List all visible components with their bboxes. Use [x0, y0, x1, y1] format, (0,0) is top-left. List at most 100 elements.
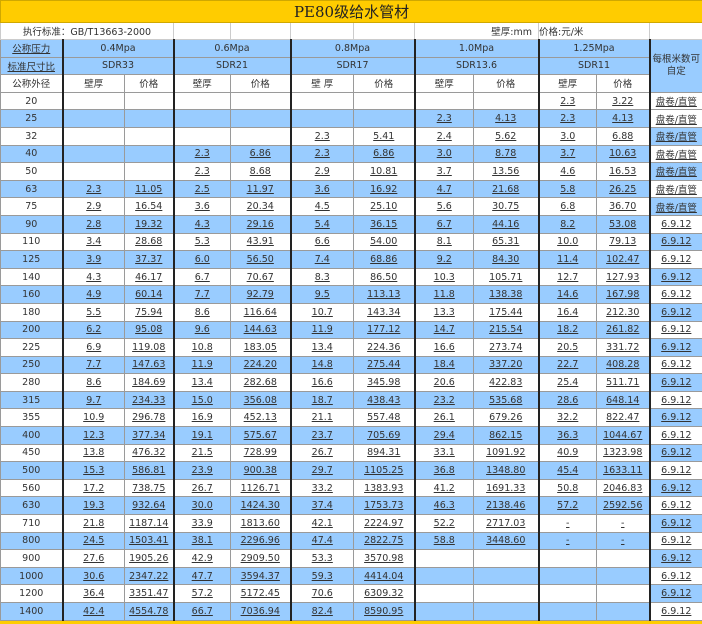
price-cell: 648.14: [597, 391, 650, 409]
price-cell: [125, 92, 174, 110]
wall-cell: 25.4: [539, 374, 597, 392]
price-cell: 894.31: [354, 444, 415, 462]
price-cell: 68.86: [354, 251, 415, 269]
price-cell: 56.50: [231, 251, 291, 269]
wall-unit-note: 壁厚:mm: [415, 23, 539, 40]
length-cell: 6.9.12: [650, 286, 702, 304]
price-cell: 422.83: [474, 374, 539, 392]
price-cell: 11.97: [231, 180, 291, 198]
wall-cell: 26.7: [174, 479, 231, 497]
length-cell: 6.9.12: [650, 303, 702, 321]
price-cell: 8.78: [474, 145, 539, 163]
od-cell: 225: [1, 339, 63, 357]
wall-cell: 3.9: [63, 251, 125, 269]
price-cell: 3594.37: [231, 567, 291, 585]
wall-cell: 42.4: [63, 603, 125, 621]
empty-cell: [231, 23, 291, 40]
wall-cell: 30.6: [63, 567, 125, 585]
wall-cell: 8.6: [63, 374, 125, 392]
od-cell: 800: [1, 532, 63, 550]
wall-cell: 21.1: [291, 409, 354, 427]
price-cell: 2592.56: [597, 497, 650, 515]
price-cell: [474, 603, 539, 621]
price-cell: 44.16: [474, 215, 539, 233]
wall-cell: [415, 603, 474, 621]
price-cell: 167.98: [597, 286, 650, 304]
price-cell: [231, 127, 291, 145]
wall-cell: 16.9: [174, 409, 231, 427]
od-cell: 450: [1, 444, 63, 462]
price-cell: [474, 550, 539, 568]
sdr-0: SDR33: [63, 57, 174, 75]
price-cell: 2138.46: [474, 497, 539, 515]
wall-cell: 3.7: [415, 163, 474, 181]
wall-header: 壁厚: [63, 75, 125, 93]
od-cell: 63: [1, 180, 63, 198]
price-cell: 2046.83: [597, 479, 650, 497]
wall-cell: 57.2: [174, 585, 231, 603]
od-cell: 110: [1, 233, 63, 251]
price-cell: 215.54: [474, 321, 539, 339]
length-cell: 6.9.12: [650, 532, 702, 550]
wall-cell: 2.8: [63, 215, 125, 233]
length-cell: 6.9.12: [650, 215, 702, 233]
wall-cell: 37.4: [291, 497, 354, 515]
price-cell: [231, 92, 291, 110]
wall-cell: 41.2: [415, 479, 474, 497]
length-cell: 6.9.12: [650, 585, 702, 603]
wall-cell: 32.2: [539, 409, 597, 427]
wall-cell: [415, 585, 474, 603]
price-cell: 119.08: [125, 339, 174, 357]
length-cell: 盘卷/直管: [650, 127, 702, 145]
wall-cell: 10.8: [174, 339, 231, 357]
od-cell: 630: [1, 497, 63, 515]
wall-cell: 33.9: [174, 515, 231, 533]
wall-cell: [63, 110, 125, 128]
wall-cell: 33.1: [415, 444, 474, 462]
price-cell: 6.86: [354, 145, 415, 163]
price-cell: 575.67: [231, 427, 291, 445]
price-cell: 535.68: [474, 391, 539, 409]
wall-cell: 13.3: [415, 303, 474, 321]
wall-cell: 58.8: [415, 532, 474, 550]
wall-cell: 10.9: [63, 409, 125, 427]
wall-cell: 18.4: [415, 356, 474, 374]
price-cell: 345.98: [354, 374, 415, 392]
price-cell: 3.22: [597, 92, 650, 110]
wall-cell: 20.6: [415, 374, 474, 392]
price-cell: 16.53: [597, 163, 650, 181]
wall-cell: 3.4: [63, 233, 125, 251]
length-cell: 6.9.12: [650, 567, 702, 585]
price-cell: 5.41: [354, 127, 415, 145]
wall-cell: 2.3: [539, 92, 597, 110]
price-cell: 43.91: [231, 233, 291, 251]
price-cell: 25.10: [354, 198, 415, 216]
od-cell: 140: [1, 268, 63, 286]
wall-cell: 36.4: [63, 585, 125, 603]
wall-cell: 14.8: [291, 356, 354, 374]
price-cell: 144.63: [231, 321, 291, 339]
wall-cell: 59.3: [291, 567, 354, 585]
price-cell: 26.25: [597, 180, 650, 198]
price-cell: 296.78: [125, 409, 174, 427]
price-cell: 10.81: [354, 163, 415, 181]
wall-cell: 4.3: [63, 268, 125, 286]
price-cell: 10.63: [597, 145, 650, 163]
price-cell: [474, 585, 539, 603]
wall-cell: -: [539, 515, 597, 533]
length-cell: 6.9.12: [650, 374, 702, 392]
wall-cell: 12.3: [63, 427, 125, 445]
wall-cell: 5.3: [174, 233, 231, 251]
price-cell: 6.88: [597, 127, 650, 145]
wall-cell: 47.7: [174, 567, 231, 585]
length-cell: 6.9.12: [650, 515, 702, 533]
wall-cell: [291, 110, 354, 128]
od-cell: 315: [1, 391, 63, 409]
